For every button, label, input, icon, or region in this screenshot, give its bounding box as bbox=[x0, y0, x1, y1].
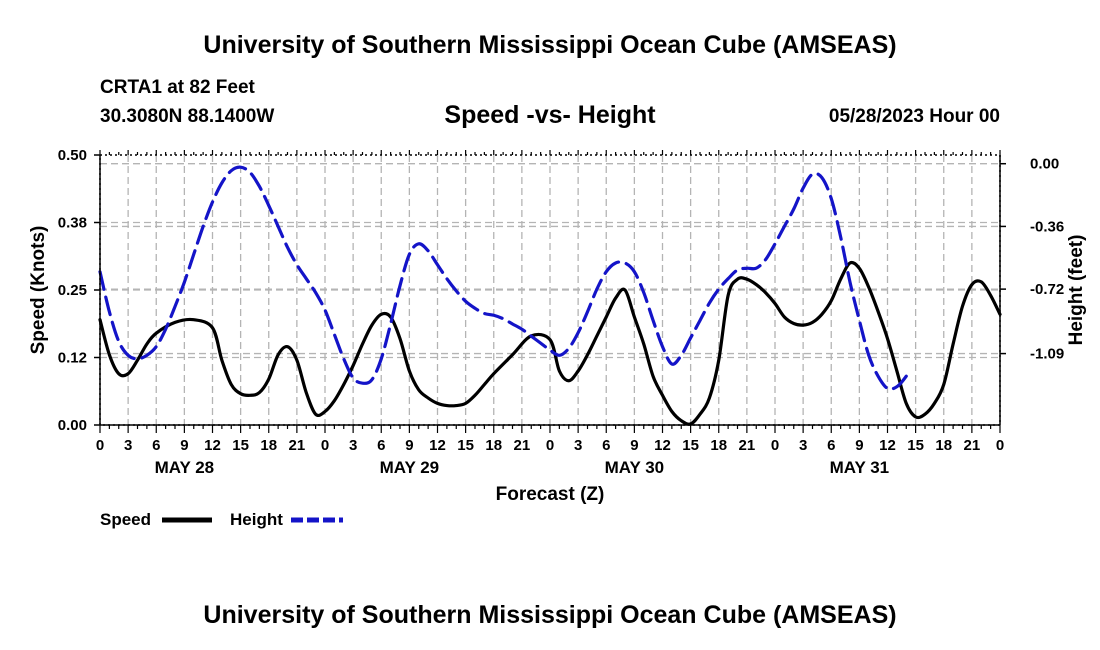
footer-title: University of Southern Mississippi Ocean… bbox=[203, 601, 897, 629]
x-tick-label: 6 bbox=[602, 437, 610, 454]
x-tick-label: 0 bbox=[996, 437, 1004, 454]
x-tick-label: 18 bbox=[710, 437, 727, 454]
x-tick-label: 12 bbox=[654, 437, 671, 454]
x-tick-label: 18 bbox=[260, 437, 277, 454]
y2-axis-title: Height (feet) bbox=[1066, 235, 1087, 346]
x-tick-label: 18 bbox=[935, 437, 952, 454]
x-tick-label: 6 bbox=[827, 437, 835, 454]
x-tick-label: 21 bbox=[964, 437, 981, 454]
x-tick-label: 21 bbox=[289, 437, 306, 454]
y-tick-label: 0.38 bbox=[58, 215, 87, 232]
x-day-label: MAY 31 bbox=[830, 458, 890, 477]
x-tick-label: 9 bbox=[180, 437, 188, 454]
legend-speed-label: Speed bbox=[100, 510, 151, 529]
x-tick-label: 3 bbox=[799, 437, 807, 454]
x-tick-label: 9 bbox=[630, 437, 638, 454]
x-tick-label: 9 bbox=[855, 437, 863, 454]
x-tick-label: 0 bbox=[546, 437, 554, 454]
x-day-label: MAY 28 bbox=[155, 458, 215, 477]
y2-tick-label: 0.00 bbox=[1030, 156, 1059, 173]
y-tick-label: 0.00 bbox=[58, 417, 87, 434]
series-lines bbox=[98, 165, 1002, 426]
x-tick-label: 18 bbox=[485, 437, 502, 454]
series-line-height bbox=[98, 165, 908, 391]
x-tick-label: 12 bbox=[879, 437, 896, 454]
x-tick-label: 15 bbox=[457, 437, 474, 454]
x-tick-label: 12 bbox=[429, 437, 446, 454]
y2-tick-label: -0.72 bbox=[1030, 281, 1064, 298]
axis-ticks bbox=[94, 150, 1006, 433]
coordinates-label: 30.3080N 88.1400W bbox=[100, 106, 275, 127]
x-tick-label: 15 bbox=[907, 437, 924, 454]
x-day-label: MAY 30 bbox=[605, 458, 665, 477]
x-axis-title: Forecast (Z) bbox=[496, 484, 605, 505]
x-tick-label: 9 bbox=[405, 437, 413, 454]
y-axis-title: Speed (Knots) bbox=[28, 226, 49, 355]
x-tick-label: 0 bbox=[96, 437, 104, 454]
x-tick-label: 3 bbox=[349, 437, 357, 454]
station-label: CRTA1 at 82 Feet bbox=[100, 77, 255, 98]
datetime-label: 05/28/2023 Hour 00 bbox=[828, 106, 1000, 127]
x-tick-label: 3 bbox=[574, 437, 582, 454]
x-tick-label: 15 bbox=[232, 437, 249, 454]
x-tick-label: 12 bbox=[204, 437, 221, 454]
x-tick-label: 3 bbox=[124, 437, 132, 454]
x-tick-label: 6 bbox=[152, 437, 160, 454]
series-line-speed bbox=[98, 260, 1002, 426]
x-tick-label: 6 bbox=[377, 437, 385, 454]
axis-labels: 0.00 0.12 0.25 0.38 0.50 0.00 -0.36 -0.72 -1.09 0… bbox=[58, 147, 1064, 477]
x-day-label: MAY 29 bbox=[380, 458, 440, 477]
x-tick-label: 15 bbox=[682, 437, 699, 454]
y2-tick-label: -1.09 bbox=[1030, 346, 1064, 363]
y-tick-label: 0.12 bbox=[58, 350, 87, 367]
y-tick-label: 0.25 bbox=[58, 282, 87, 299]
y2-tick-label: -0.36 bbox=[1030, 218, 1064, 235]
y-tick-label: 0.50 bbox=[58, 147, 87, 164]
chart-title: Speed -vs- Height bbox=[444, 101, 656, 129]
x-tick-label: 0 bbox=[321, 437, 329, 454]
main-title: University of Southern Mississippi Ocean… bbox=[203, 31, 897, 59]
grid bbox=[100, 155, 1000, 425]
legend: Speed Height bbox=[100, 510, 343, 529]
x-tick-label: 21 bbox=[739, 437, 756, 454]
x-tick-label: 21 bbox=[514, 437, 531, 454]
legend-height-label: Height bbox=[230, 510, 283, 529]
x-tick-label: 0 bbox=[771, 437, 779, 454]
